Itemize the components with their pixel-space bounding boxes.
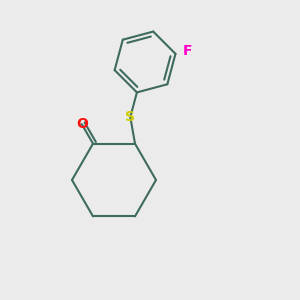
Text: F: F [183, 44, 192, 58]
Text: O: O [76, 117, 88, 131]
Text: S: S [125, 110, 135, 124]
